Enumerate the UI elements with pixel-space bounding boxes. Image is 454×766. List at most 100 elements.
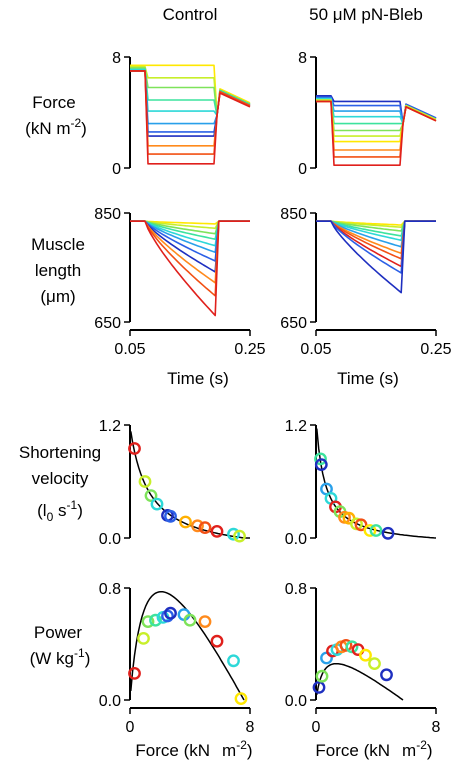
data-point-9 xyxy=(354,518,368,532)
panel-power-control: 0.8 0.0 0 8 xyxy=(99,581,255,736)
length-trace-9 xyxy=(130,220,250,297)
x-tick-label: 0.05 xyxy=(300,341,331,358)
y-tick-label: 0.0 xyxy=(99,531,121,548)
length-trace-6 xyxy=(130,220,250,262)
data-point-1 xyxy=(314,458,328,471)
data-point-5 xyxy=(164,509,177,523)
x-tick-label: 0.05 xyxy=(114,341,145,358)
svg-text:length: length xyxy=(35,261,81,280)
y-tick-label: 1.2 xyxy=(99,418,121,435)
y-tick-label: 0.0 xyxy=(285,531,307,548)
force-trace-0 xyxy=(130,64,251,117)
x-axis-title-force-control: Force (kN m-2) xyxy=(135,738,252,760)
panel-power-bleb: 0.8 0.0 0 8 xyxy=(285,581,441,736)
column-title-bleb: 50 μM pN-Bleb xyxy=(309,5,423,24)
y-tick-label: 0 xyxy=(298,161,307,178)
panel-velocity-bleb: 1.2 0.0 xyxy=(285,418,437,548)
x-axis-title-time-bleb: Time (s) xyxy=(337,369,399,388)
data-point-8 xyxy=(198,521,212,534)
data-point-2 xyxy=(141,615,155,628)
data-point-10 xyxy=(363,524,377,537)
data-point-3 xyxy=(149,613,162,627)
data-point-0 xyxy=(312,681,326,694)
data-point-1 xyxy=(315,669,329,683)
length-trace-7 xyxy=(316,220,436,260)
data-point-7 xyxy=(345,640,359,654)
fit-curve xyxy=(316,428,437,539)
data-point-7 xyxy=(191,519,204,533)
data-point-2 xyxy=(144,489,158,502)
y-tick-label: 850 xyxy=(94,206,121,223)
svg-text:(kN m-2): (kN m-2) xyxy=(25,116,87,138)
data-point-6 xyxy=(164,606,177,620)
force-trace-1 xyxy=(316,96,437,125)
row-label-force: Force (kN m-2) xyxy=(25,93,87,138)
data-point-8 xyxy=(183,613,197,627)
svg-text:(μm): (μm) xyxy=(40,287,75,306)
length-trace-2 xyxy=(316,220,436,232)
row-label-length: Muscle length (μm) xyxy=(31,235,85,306)
column-title-control: Control xyxy=(163,5,218,24)
data-point-11 xyxy=(369,524,383,537)
length-trace-3 xyxy=(130,220,250,240)
x-axis-title-force-bleb: Force (kN m-2) xyxy=(315,738,432,760)
y-tick-label: 0.8 xyxy=(99,581,121,598)
y-tick-label: 850 xyxy=(280,206,307,223)
length-trace-4 xyxy=(316,220,436,242)
force-trace-10 xyxy=(316,100,437,166)
data-point-9 xyxy=(198,615,212,628)
svg-text:Force (kNm-2): Force (kN m-2) xyxy=(315,738,432,760)
data-point-11 xyxy=(227,654,240,668)
length-trace-8 xyxy=(130,220,250,284)
svg-text:Muscle: Muscle xyxy=(31,235,85,254)
fit-curve xyxy=(316,662,404,701)
y-tick-label: 650 xyxy=(280,315,307,332)
force-trace-6 xyxy=(316,99,437,137)
data-point-11 xyxy=(233,529,246,543)
data-point-10 xyxy=(210,634,224,648)
svg-text:Power: Power xyxy=(34,623,83,642)
svg-text:(l0 s-1): (l0 s-1) xyxy=(37,498,83,524)
y-tick-label: 0 xyxy=(112,161,121,178)
data-point-0 xyxy=(314,452,327,466)
data-point-0 xyxy=(128,442,141,455)
x-tick-label: 8 xyxy=(246,719,255,736)
y-tick-label: 650 xyxy=(94,315,121,332)
y-tick-label: 0.0 xyxy=(285,693,307,710)
svg-text:Force (kNm-2): Force (kN m-2) xyxy=(135,738,252,760)
data-point-0 xyxy=(128,667,141,680)
y-tick-label: 0.8 xyxy=(285,581,307,598)
svg-text:(W kg-1): (W kg-1) xyxy=(30,646,91,668)
data-point-9 xyxy=(210,525,224,538)
svg-text:Shortening: Shortening xyxy=(19,443,101,462)
y-tick-label: 1.2 xyxy=(285,418,307,435)
x-tick-label: 0.25 xyxy=(234,341,265,358)
length-trace-2 xyxy=(130,220,250,235)
x-tick-label: 8 xyxy=(432,719,441,736)
svg-text:Force: Force xyxy=(32,93,75,112)
data-point-1 xyxy=(137,632,150,645)
data-point-6 xyxy=(339,639,353,652)
row-label-velocity: Shortening velocity (l0 s-1) xyxy=(19,443,101,524)
panel-length-control: 850 650 0.05 0.25 xyxy=(94,206,265,358)
y-tick-label: 8 xyxy=(112,50,121,67)
x-tick-label: 0.25 xyxy=(420,341,451,358)
length-trace-4 xyxy=(130,220,250,247)
row-label-power: Power (W kg-1) xyxy=(30,623,91,668)
length-trace-9 xyxy=(316,220,436,274)
length-trace-5 xyxy=(316,220,436,248)
data-point-1 xyxy=(138,475,152,488)
length-trace-10 xyxy=(316,220,436,294)
length-trace-5 xyxy=(130,220,250,253)
y-tick-label: 8 xyxy=(298,50,307,67)
data-point-10 xyxy=(227,527,240,541)
data-point-6 xyxy=(179,515,192,529)
panel-length-bleb: 850 650 0.05 0.25 xyxy=(280,206,451,358)
data-point-12 xyxy=(381,526,395,540)
data-point-12 xyxy=(234,692,248,705)
panel-velocity-control: 1.2 0.0 xyxy=(99,418,250,548)
length-trace-10 xyxy=(130,220,250,317)
length-trace-7 xyxy=(130,220,250,273)
y-tick-label: 0.0 xyxy=(99,693,121,710)
